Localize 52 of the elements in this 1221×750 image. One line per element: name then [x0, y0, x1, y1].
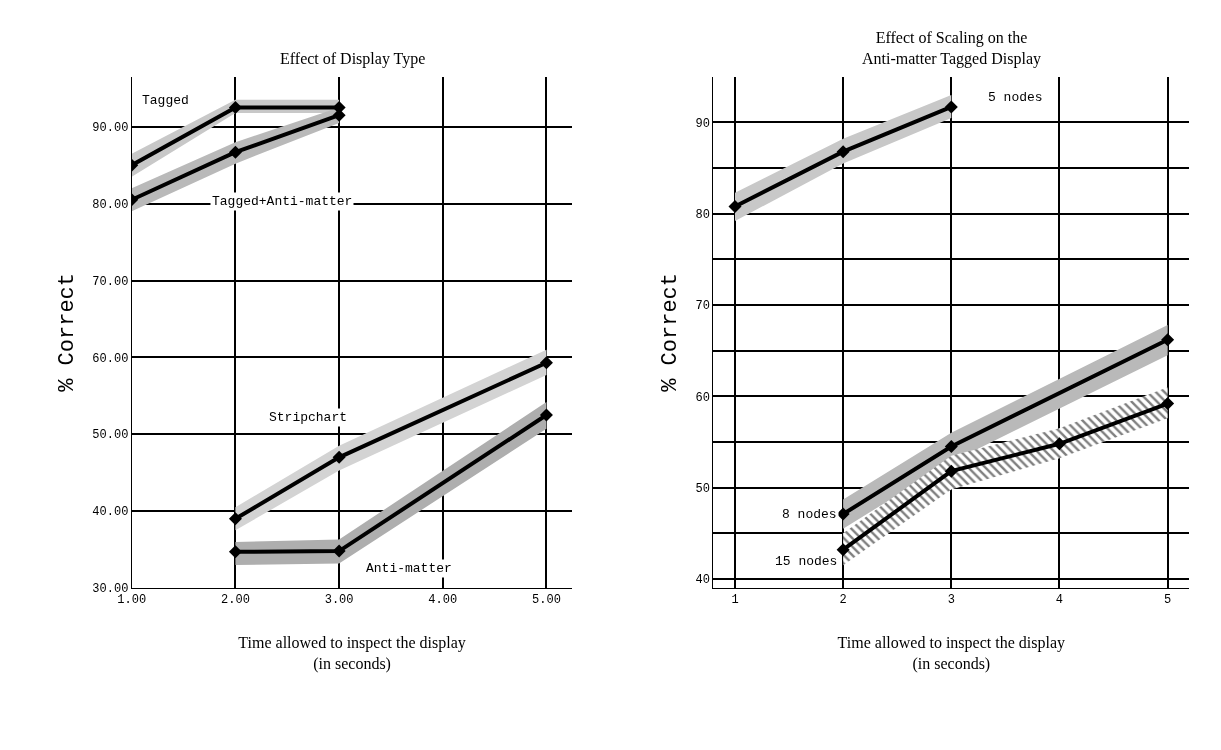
- series-label: 8 nodes: [782, 507, 837, 522]
- point: [836, 145, 850, 159]
- y-tick-label: 70: [695, 299, 710, 314]
- point: [228, 145, 242, 159]
- y-tick-label: 80.00: [92, 197, 129, 212]
- point: [944, 440, 958, 454]
- point: [944, 464, 958, 478]
- point: [332, 450, 346, 464]
- y-tick-label: 50.00: [92, 428, 129, 443]
- x-tick-label: 5: [1164, 593, 1172, 608]
- x-axis-title: Time allowed to inspect the display (in seconds): [238, 634, 466, 673]
- point: [332, 544, 346, 558]
- y-axis-title: % Correct: [658, 272, 684, 392]
- point: [228, 101, 242, 115]
- point: [539, 408, 553, 422]
- point: [539, 356, 553, 370]
- chart-title: Effect of Display Type: [280, 50, 426, 68]
- point: [836, 507, 850, 521]
- point: [228, 545, 242, 559]
- text: Tagged+Anti-matter: [212, 194, 353, 209]
- y-axis-title: % Correct: [55, 272, 81, 392]
- x-tick-label: 1: [731, 593, 739, 608]
- y-tick-label: 60: [695, 390, 710, 405]
- x-tick-label: 4.00: [428, 593, 458, 608]
- y-tick-label: 40: [695, 573, 710, 588]
- point: [944, 100, 958, 114]
- y-tick-label: 40.00: [92, 505, 129, 520]
- y-tick-label: 90.00: [92, 120, 129, 135]
- y-tick-label: 70.00: [92, 274, 129, 289]
- point: [1052, 437, 1066, 451]
- series-label: 15 nodes: [775, 554, 838, 569]
- x-tick-label: 5.00: [532, 593, 561, 608]
- point: [228, 512, 242, 526]
- text: 5 nodes: [988, 90, 1043, 105]
- point: [1161, 333, 1175, 347]
- y-tick-label: 50: [695, 481, 710, 496]
- x-tick-label: 2.00: [221, 593, 250, 608]
- point: [836, 543, 850, 557]
- y-tick-label: 90: [695, 116, 710, 131]
- point: [1161, 397, 1175, 411]
- y-tick-label: 80: [695, 207, 710, 222]
- series-label: Tagged: [142, 93, 189, 108]
- x-tick-label: 3: [947, 593, 955, 608]
- y-tick-label: 60.00: [92, 351, 129, 366]
- point: [728, 199, 742, 213]
- x-tick-label: 3.00: [324, 593, 354, 608]
- x-axis-title: Time allowed to inspect the display (in seconds): [837, 634, 1066, 673]
- series-label: Anti-matter: [366, 561, 452, 576]
- chart-title: Effect of Scaling on the Anti-matter Tagged Display: [862, 29, 1041, 68]
- x-tick-label: 2: [839, 593, 847, 608]
- text: Stripchart: [269, 410, 348, 425]
- x-tick-label: 4: [1055, 593, 1064, 608]
